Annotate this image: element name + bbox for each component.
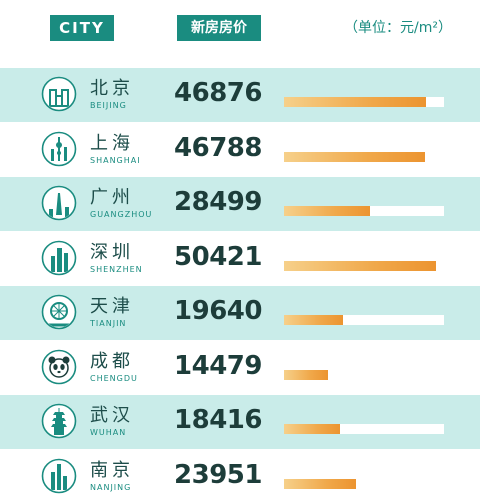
table-row: 天津 TIANJIN 19640 (0, 286, 480, 340)
table-row: 南京 NANJING 23951 (0, 449, 480, 504)
city-name: 天津 (90, 296, 134, 317)
table-row: 成都 CHENGDU 14479 (0, 340, 480, 395)
city-name: 北京 (90, 78, 134, 99)
city-name-en: WUHAN (90, 428, 127, 437)
city-name: 成都 (90, 350, 134, 372)
city-name-en: SHANGHAI (90, 155, 141, 165)
table-row: 北京 BEIJING 46876 (0, 68, 480, 122)
city-name: 南京 (90, 459, 134, 481)
bar (284, 424, 340, 434)
nanjing-skyline-icon (41, 458, 77, 494)
shenzhen-skyline-icon (41, 240, 77, 276)
city-name-en: TIANJIN (90, 319, 127, 328)
bar-track (284, 424, 444, 434)
city-name: 上海 (90, 132, 134, 154)
bar (284, 151, 426, 162)
price-value: 23951 (174, 459, 262, 490)
city-name-en: BEIJING (90, 101, 127, 110)
bar (284, 478, 357, 489)
price-value: 19640 (174, 296, 262, 326)
price-value: 28499 (174, 187, 262, 217)
bar-track (284, 97, 444, 107)
price-value: 46876 (174, 78, 262, 108)
tianjin-ferris-wheel-icon (41, 294, 77, 330)
table-row: 武汉 WUHAN 18416 (0, 395, 480, 449)
price-value: 46788 (174, 132, 262, 163)
city-name-en: GUANGZHOU (90, 210, 153, 219)
bar (284, 206, 370, 216)
bar-track (284, 369, 444, 380)
bar (284, 97, 426, 107)
bar-track (284, 151, 444, 162)
price-value: 50421 (174, 241, 262, 272)
wuhan-pagoda-icon (41, 403, 77, 439)
guangzhou-tower-icon (41, 185, 77, 221)
city-name: 武汉 (90, 405, 134, 426)
bar (284, 369, 328, 380)
bar-track (284, 478, 444, 489)
chengdu-panda-icon (41, 349, 77, 385)
city-name: 广州 (90, 187, 134, 208)
price-value: 18416 (174, 405, 262, 435)
bar-track (284, 315, 444, 325)
bar-track (284, 260, 444, 271)
table-row: 广州 GUANGZHOU 28499 (0, 177, 480, 231)
city-column-header: CITY (50, 15, 114, 41)
bar-track (284, 206, 444, 216)
unit-label: （单位：元/m²） (344, 20, 452, 36)
price-column-header: 新房房价 (177, 15, 261, 41)
city-name-en: SHENZHEN (90, 264, 143, 274)
bar (284, 260, 437, 271)
table-row: 深圳 SHENZHEN 50421 (0, 231, 480, 286)
table-row: 上海 SHANGHAI 46788 (0, 122, 480, 177)
price-value: 14479 (174, 350, 262, 381)
header: CITY 新房房价 （单位：元/m²） (0, 0, 480, 68)
beijing-landmark-icon (41, 76, 77, 112)
bar (284, 315, 344, 325)
shanghai-tower-icon (41, 131, 77, 167)
city-name-en: NANJING (90, 482, 132, 492)
city-name: 深圳 (90, 241, 134, 263)
city-name-en: CHENGDU (90, 373, 138, 383)
